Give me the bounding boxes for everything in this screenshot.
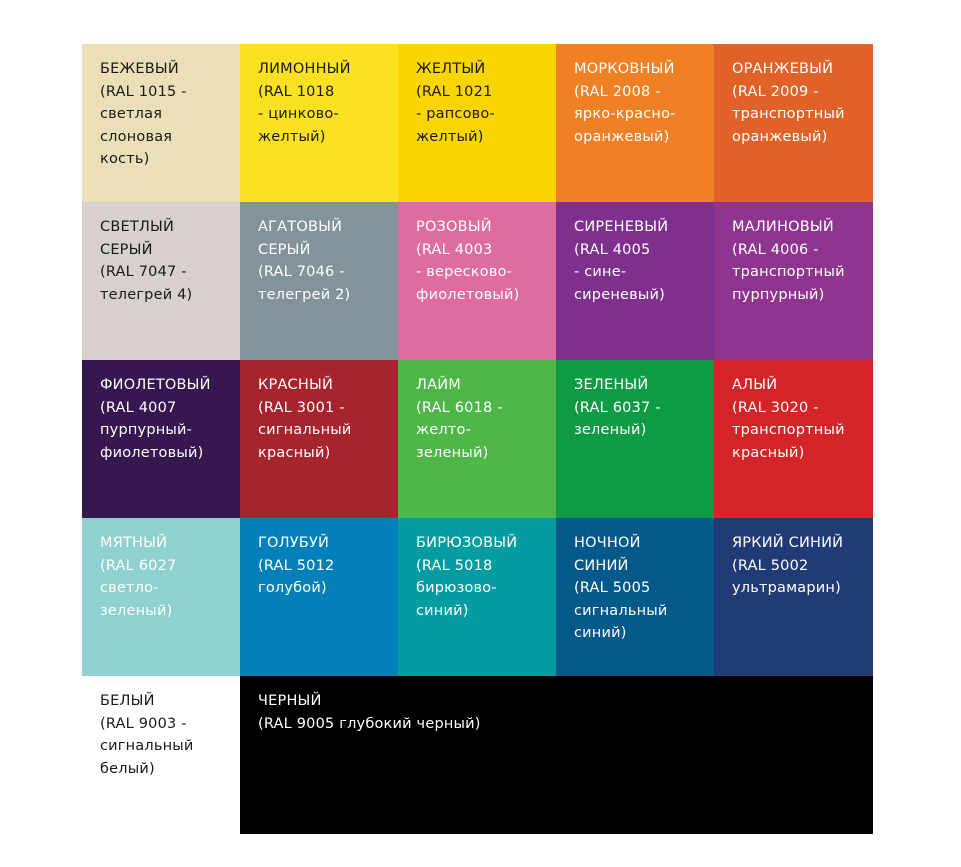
color-swatch: ЖЕЛТЫЙ (RAL 1021 - рапсово- желтый) — [398, 44, 556, 202]
swatch-color-name: ОРАНЖЕВЫЙ — [732, 61, 834, 77]
ral-color-palette: БЕЖЕВЫЙ (RAL 1015 - светлая слоновая кост… — [82, 44, 873, 834]
swatch-color-name: СИРЕНЕВЫЙ — [574, 219, 669, 235]
color-swatch: АЛЫЙ (RAL 3020 - транспортный красный) — [714, 360, 873, 518]
color-swatch: ЯРКИЙ СИНИЙ (RAL 5002 ультрамарин) — [714, 518, 873, 676]
swatch-ral-code: (RAL 5005 сигнальный синий) — [574, 580, 668, 641]
swatch-color-name: НОЧНОЙ СИНИЙ — [574, 535, 641, 574]
swatch-color-name: ГОЛУБУЙ — [258, 535, 330, 551]
color-swatch: СИРЕНЕВЫЙ (RAL 4005 - сине- сиреневый) — [556, 202, 714, 360]
swatch-color-name: ЖЕЛТЫЙ — [416, 61, 486, 77]
color-swatch: ГОЛУБУЙ (RAL 5012 голубой) — [240, 518, 398, 676]
color-swatch: ФИОЛЕТОВЫЙ (RAL 4007 пурпурный- фиолетовы… — [82, 360, 240, 518]
swatch-color-name: БИРЮЗОВЫЙ — [416, 535, 518, 551]
swatch-color-name: АГАТОВЫЙ СЕРЫЙ — [258, 219, 343, 258]
swatch-color-name: ЛАЙМ — [416, 377, 461, 393]
swatch-ral-code: (RAL 1021 - рапсово- желтый) — [416, 83, 495, 145]
swatch-color-name: ЛИМОННЫЙ — [258, 61, 351, 77]
swatch-ral-code: (RAL 9003 - сигнальный белый) — [100, 715, 194, 777]
swatch-ral-code: (RAL 1015 - светлая слоновая кость) — [100, 83, 187, 168]
color-swatch: ЗЕЛЕНЫЙ (RAL 6037 - зеленый) — [556, 360, 714, 518]
swatch-color-name: СВЕТЛЫЙ СЕРЫЙ — [100, 219, 175, 258]
swatch-ral-code: (RAL 3001 - сигнальный красный) — [258, 399, 352, 461]
swatch-color-name: ЯРКИЙ СИНИЙ — [732, 535, 844, 551]
swatch-color-name: МОРКОВНЫЙ — [574, 61, 675, 77]
swatch-ral-code: (RAL 4006 - транспортный пурпурный) — [732, 241, 845, 303]
swatch-ral-code: (RAL 5012 голубой) — [258, 557, 335, 597]
swatch-ral-code: (RAL 5002 ультрамарин) — [732, 557, 841, 597]
color-swatch: СВЕТЛЫЙ СЕРЫЙ (RAL 7047 - телегрей 4) — [82, 202, 240, 360]
swatch-ral-code: (RAL 5018 бирюзово- синий) — [416, 557, 497, 619]
color-swatch: БИРЮЗОВЫЙ (RAL 5018 бирюзово- синий) — [398, 518, 556, 676]
swatch-color-name: ЧЕРНЫЙ — [258, 693, 322, 709]
swatch-ral-code: (RAL 1018 - цинково- желтый) — [258, 83, 339, 145]
color-swatch: ОРАНЖЕВЫЙ (RAL 2009 - транспортный оранже… — [714, 44, 873, 202]
color-swatch: НОЧНОЙ СИНИЙ (RAL 5005 сигнальный синий) — [556, 518, 714, 676]
swatch-ral-code: (RAL 2009 - транспортный оранжевый) — [732, 83, 845, 145]
swatch-color-name: ЗЕЛЕНЫЙ — [574, 377, 649, 393]
swatch-color-name: ФИОЛЕТОВЫЙ — [100, 377, 211, 393]
swatch-ral-code: (RAL 6027 светло- зеленый) — [100, 557, 177, 619]
swatch-ral-code: (RAL 6037 - зеленый) — [574, 399, 661, 439]
color-swatch: ЧЕРНЫЙ (RAL 9005 глубокий черный) — [240, 676, 873, 834]
swatch-ral-code: (RAL 7047 - телегрей 4) — [100, 264, 193, 303]
swatch-color-name: МЯТНЫЙ — [100, 535, 168, 551]
swatch-ral-code: (RAL 3020 - транспортный красный) — [732, 399, 845, 461]
swatch-ral-code: (RAL 4007 пурпурный- фиолетовый) — [100, 399, 204, 461]
color-swatch: АГАТОВЫЙ СЕРЫЙ (RAL 7046 - телегрей 2) — [240, 202, 398, 360]
swatch-ral-code: (RAL 4005 - сине- сиреневый) — [574, 241, 665, 303]
color-swatch: БЕЖЕВЫЙ (RAL 1015 - светлая слоновая кост… — [82, 44, 240, 202]
swatch-color-name: БЕЖЕВЫЙ — [100, 61, 179, 77]
color-swatch: БЕЛЫЙ (RAL 9003 - сигнальный белый) — [82, 676, 240, 834]
swatch-ral-code: (RAL 4003 - вересково- фиолетовый) — [416, 241, 520, 303]
swatch-ral-code: (RAL 9005 глубокий черный) — [258, 715, 481, 732]
color-swatch: ЛИМОННЫЙ (RAL 1018 - цинково- желтый) — [240, 44, 398, 202]
color-swatch: МАЛИНОВЫЙ (RAL 4006 - транспортный пурпур… — [714, 202, 873, 360]
swatch-color-name: КРАСНЫЙ — [258, 377, 334, 393]
swatch-ral-code: (RAL 2008 - ярко-красно- оранжевый) — [574, 83, 676, 145]
swatch-ral-code: (RAL 7046 - телегрей 2) — [258, 264, 351, 303]
swatch-color-name: РОЗОВЫЙ — [416, 219, 492, 235]
swatch-color-name: МАЛИНОВЫЙ — [732, 219, 834, 235]
swatch-color-name: БЕЛЫЙ — [100, 693, 155, 709]
color-swatch: МЯТНЫЙ (RAL 6027 светло- зеленый) — [82, 518, 240, 676]
swatch-ral-code: (RAL 6018 - желто- зеленый) — [416, 399, 503, 461]
color-swatch: МОРКОВНЫЙ (RAL 2008 - ярко-красно- оранже… — [556, 44, 714, 202]
swatch-color-name: АЛЫЙ — [732, 377, 778, 393]
color-swatch: ЛАЙМ (RAL 6018 - желто- зеленый) — [398, 360, 556, 518]
color-swatch: РОЗОВЫЙ (RAL 4003 - вересково- фиолетовый… — [398, 202, 556, 360]
color-swatch: КРАСНЫЙ (RAL 3001 - сигнальный красный) — [240, 360, 398, 518]
